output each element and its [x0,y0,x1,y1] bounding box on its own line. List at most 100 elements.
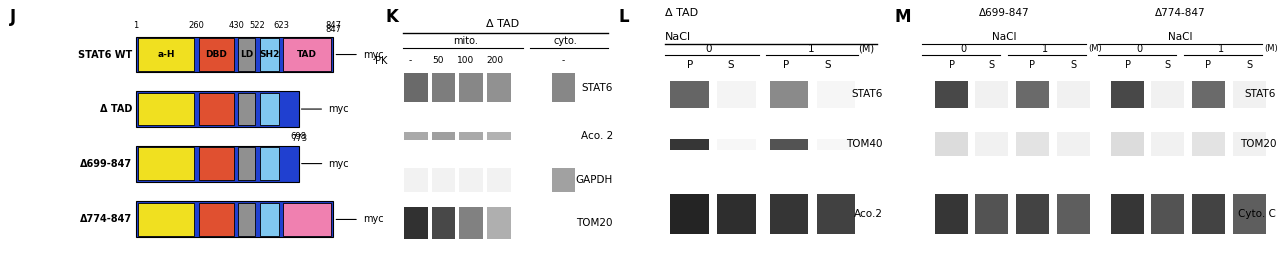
Bar [487,207,512,239]
Bar [404,73,428,102]
Bar [432,207,455,239]
Text: 0: 0 [960,44,967,54]
Text: NaCl: NaCl [665,32,691,42]
Bar [459,132,483,140]
Bar [974,194,1008,234]
Bar [136,146,299,182]
Bar [769,81,809,108]
Text: TAD: TAD [297,50,318,59]
Bar [1015,81,1049,108]
Bar [260,93,279,126]
Text: Δ699-847: Δ699-847 [979,8,1029,18]
Bar [487,73,512,102]
Text: -: - [562,56,564,65]
Text: S: S [824,60,831,70]
Bar [136,36,333,72]
Bar [283,203,331,236]
Bar [1233,132,1265,156]
Bar [199,203,235,236]
Text: Aco.2: Aco.2 [854,209,883,219]
Text: Δ TAD: Δ TAD [665,8,699,18]
Text: Δ TAD: Δ TAD [486,19,519,29]
Text: 100: 100 [456,56,474,65]
Bar [238,93,255,126]
Text: myc: myc [363,49,383,60]
Text: PK: PK [376,56,387,66]
Bar [283,38,331,71]
Bar [138,38,195,71]
Text: S: S [1164,60,1170,70]
Text: 430: 430 [228,21,244,30]
Text: 50: 50 [432,56,444,65]
Text: P: P [687,60,692,70]
Bar [404,207,428,239]
Bar [1056,132,1090,156]
Text: P: P [1124,60,1131,70]
Text: S: S [988,60,995,70]
Bar [487,132,512,140]
Text: P: P [783,60,790,70]
Text: GAPDH: GAPDH [576,174,613,185]
Bar [199,93,235,126]
Bar [459,168,483,192]
Text: S: S [1246,60,1253,70]
Text: TOM40: TOM40 [846,139,883,149]
Bar [718,81,756,108]
Text: Δ699-847: Δ699-847 [81,159,132,169]
Bar [936,132,968,156]
Bar [670,194,709,234]
Text: P: P [1029,60,1036,70]
Bar [260,38,279,71]
Text: 847: 847 [326,21,341,30]
Bar [136,91,299,127]
Text: K: K [386,8,399,26]
Bar [459,73,483,102]
Text: L: L [618,8,628,26]
Bar [670,81,709,108]
Bar [769,139,809,149]
Bar [459,207,483,239]
Text: NaCl: NaCl [992,32,1017,42]
Text: (M): (M) [858,44,874,54]
Text: 1: 1 [1042,44,1049,54]
Bar [1192,81,1224,108]
Bar [199,147,235,180]
Bar [1151,132,1183,156]
Text: Cyto. C: Cyto. C [1238,209,1276,219]
Bar [936,194,968,234]
Text: STAT6: STAT6 [1245,89,1276,99]
Text: 773: 773 [291,134,306,143]
Text: STAT6: STAT6 [851,89,883,99]
Text: 260: 260 [188,21,204,30]
Text: M: M [895,8,912,26]
Bar [1151,194,1183,234]
Bar [551,73,576,102]
Bar [817,194,855,234]
Bar [1151,81,1183,108]
Text: a-H: a-H [158,50,176,59]
Bar [404,168,428,192]
Bar [1192,132,1224,156]
Text: myc: myc [328,159,349,169]
Text: cyto.: cyto. [554,36,577,46]
Bar [138,147,195,180]
Bar [1015,194,1049,234]
Bar [1111,194,1145,234]
Text: NaCl: NaCl [1168,32,1192,42]
Bar [238,203,255,236]
Text: Aco. 2: Aco. 2 [581,131,613,141]
Bar [1233,81,1265,108]
Text: 200: 200 [487,56,504,65]
Text: 522: 522 [250,21,265,30]
Bar [1015,132,1049,156]
Text: 698: 698 [291,132,306,141]
Bar [936,81,968,108]
Bar [1111,132,1145,156]
Bar [551,168,576,192]
Text: -: - [409,56,412,65]
Bar [238,147,255,180]
Text: 1: 1 [133,21,138,30]
Text: Δ774-847: Δ774-847 [81,214,132,225]
Bar [260,147,279,180]
Text: LD: LD [240,50,254,59]
